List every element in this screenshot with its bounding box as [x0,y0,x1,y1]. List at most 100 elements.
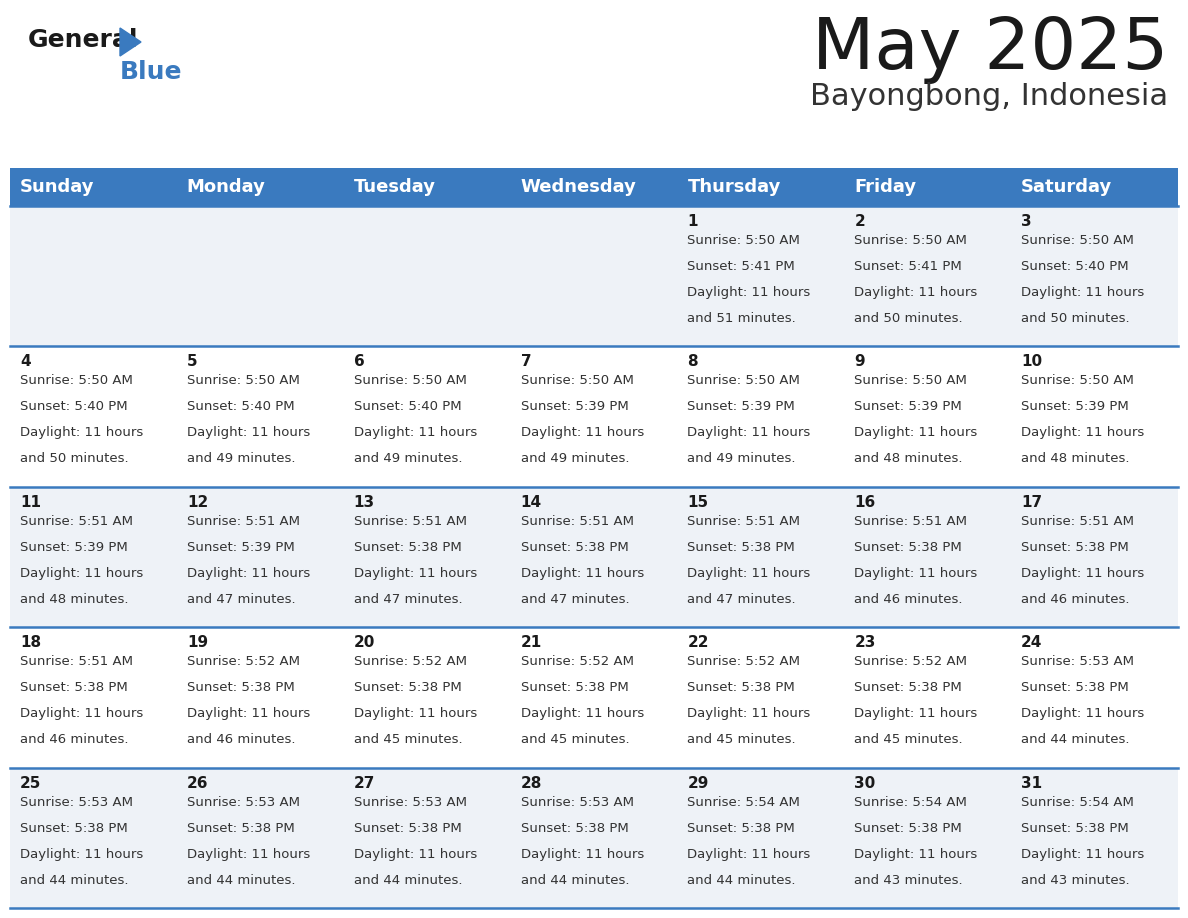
Text: and 44 minutes.: and 44 minutes. [20,874,128,887]
Bar [343,346,511,487]
Text: Sunset: 5:38 PM: Sunset: 5:38 PM [187,822,295,834]
Text: 12: 12 [187,495,208,509]
Bar [177,346,343,487]
Text: 4: 4 [20,354,31,369]
Text: 7: 7 [520,354,531,369]
Bar [343,206,511,346]
Bar [845,168,1011,206]
Text: Sunrise: 5:53 AM: Sunrise: 5:53 AM [354,796,467,809]
Text: Sunrise: 5:51 AM: Sunrise: 5:51 AM [354,515,467,528]
Bar [10,627,177,767]
Text: Sunset: 5:40 PM: Sunset: 5:40 PM [187,400,295,413]
Text: Sunset: 5:41 PM: Sunset: 5:41 PM [688,260,795,273]
Text: Daylight: 11 hours: Daylight: 11 hours [854,285,978,299]
Bar [1011,206,1178,346]
Text: 21: 21 [520,635,542,650]
Text: and 46 minutes.: and 46 minutes. [187,733,296,746]
Text: and 47 minutes.: and 47 minutes. [520,593,630,606]
Text: and 44 minutes.: and 44 minutes. [354,874,462,887]
Bar [511,168,677,206]
Bar [177,487,343,627]
Text: and 45 minutes.: and 45 minutes. [354,733,462,746]
Text: Daylight: 11 hours: Daylight: 11 hours [187,426,310,440]
Text: Sunrise: 5:50 AM: Sunrise: 5:50 AM [1022,375,1135,387]
Text: Daylight: 11 hours: Daylight: 11 hours [688,707,810,720]
Text: 5: 5 [187,354,197,369]
Bar [677,206,845,346]
Bar [845,627,1011,767]
Text: 27: 27 [354,776,375,790]
Text: 22: 22 [688,635,709,650]
Text: and 46 minutes.: and 46 minutes. [20,733,128,746]
Text: Sunset: 5:41 PM: Sunset: 5:41 PM [854,260,962,273]
Bar [177,767,343,908]
Text: Daylight: 11 hours: Daylight: 11 hours [20,707,144,720]
Text: Daylight: 11 hours: Daylight: 11 hours [20,847,144,860]
Text: and 50 minutes.: and 50 minutes. [854,312,963,325]
Text: and 49 minutes.: and 49 minutes. [520,453,630,465]
Bar [677,767,845,908]
Text: Daylight: 11 hours: Daylight: 11 hours [187,847,310,860]
Text: General: General [29,28,139,52]
Bar [10,487,177,627]
Text: and 48 minutes.: and 48 minutes. [20,593,128,606]
Text: Sunset: 5:38 PM: Sunset: 5:38 PM [1022,822,1129,834]
Text: Sunrise: 5:54 AM: Sunrise: 5:54 AM [688,796,801,809]
Text: Sunset: 5:38 PM: Sunset: 5:38 PM [1022,541,1129,554]
Text: Sunset: 5:38 PM: Sunset: 5:38 PM [688,681,795,694]
Text: 24: 24 [1022,635,1043,650]
Text: Sunset: 5:38 PM: Sunset: 5:38 PM [520,681,628,694]
Text: Bayongbong, Indonesia: Bayongbong, Indonesia [810,82,1168,111]
Bar [1011,168,1178,206]
Text: Daylight: 11 hours: Daylight: 11 hours [688,285,810,299]
Text: and 49 minutes.: and 49 minutes. [688,453,796,465]
Text: Thursday: Thursday [688,178,781,196]
Text: and 50 minutes.: and 50 minutes. [20,453,128,465]
Text: 16: 16 [854,495,876,509]
Text: 25: 25 [20,776,42,790]
Text: Daylight: 11 hours: Daylight: 11 hours [520,847,644,860]
Text: Sunrise: 5:51 AM: Sunrise: 5:51 AM [20,515,133,528]
Text: and 44 minutes.: and 44 minutes. [688,874,796,887]
Text: 9: 9 [854,354,865,369]
Text: 8: 8 [688,354,699,369]
Text: Daylight: 11 hours: Daylight: 11 hours [1022,566,1144,580]
Text: Sunset: 5:39 PM: Sunset: 5:39 PM [520,400,628,413]
Text: Sunrise: 5:54 AM: Sunrise: 5:54 AM [854,796,967,809]
Text: Sunrise: 5:51 AM: Sunrise: 5:51 AM [20,655,133,668]
Bar [845,346,1011,487]
Bar [1011,487,1178,627]
Text: Daylight: 11 hours: Daylight: 11 hours [520,707,644,720]
Text: and 44 minutes.: and 44 minutes. [187,874,296,887]
Bar [177,206,343,346]
Text: Daylight: 11 hours: Daylight: 11 hours [1022,847,1144,860]
Text: Sunrise: 5:52 AM: Sunrise: 5:52 AM [187,655,299,668]
Text: Sunset: 5:39 PM: Sunset: 5:39 PM [688,400,795,413]
Text: Sunset: 5:40 PM: Sunset: 5:40 PM [1022,260,1129,273]
Text: 26: 26 [187,776,208,790]
Text: Sunrise: 5:51 AM: Sunrise: 5:51 AM [187,515,299,528]
Bar [511,767,677,908]
Text: 20: 20 [354,635,375,650]
Bar [511,487,677,627]
Bar [10,767,177,908]
Text: 23: 23 [854,635,876,650]
Text: Sunset: 5:38 PM: Sunset: 5:38 PM [854,541,962,554]
Text: Sunrise: 5:53 AM: Sunrise: 5:53 AM [520,796,633,809]
Text: Sunrise: 5:53 AM: Sunrise: 5:53 AM [20,796,133,809]
Text: 31: 31 [1022,776,1042,790]
Text: Daylight: 11 hours: Daylight: 11 hours [854,426,978,440]
Text: Sunrise: 5:52 AM: Sunrise: 5:52 AM [854,655,967,668]
Text: 6: 6 [354,354,365,369]
Text: and 44 minutes.: and 44 minutes. [1022,733,1130,746]
Text: and 48 minutes.: and 48 minutes. [854,453,962,465]
Bar [511,346,677,487]
Text: and 50 minutes.: and 50 minutes. [1022,312,1130,325]
Text: Sunrise: 5:50 AM: Sunrise: 5:50 AM [854,375,967,387]
Text: Sunrise: 5:53 AM: Sunrise: 5:53 AM [187,796,299,809]
Text: Sunset: 5:38 PM: Sunset: 5:38 PM [520,822,628,834]
Bar [1011,767,1178,908]
Bar [511,627,677,767]
Text: Sunrise: 5:52 AM: Sunrise: 5:52 AM [520,655,633,668]
Bar [845,206,1011,346]
